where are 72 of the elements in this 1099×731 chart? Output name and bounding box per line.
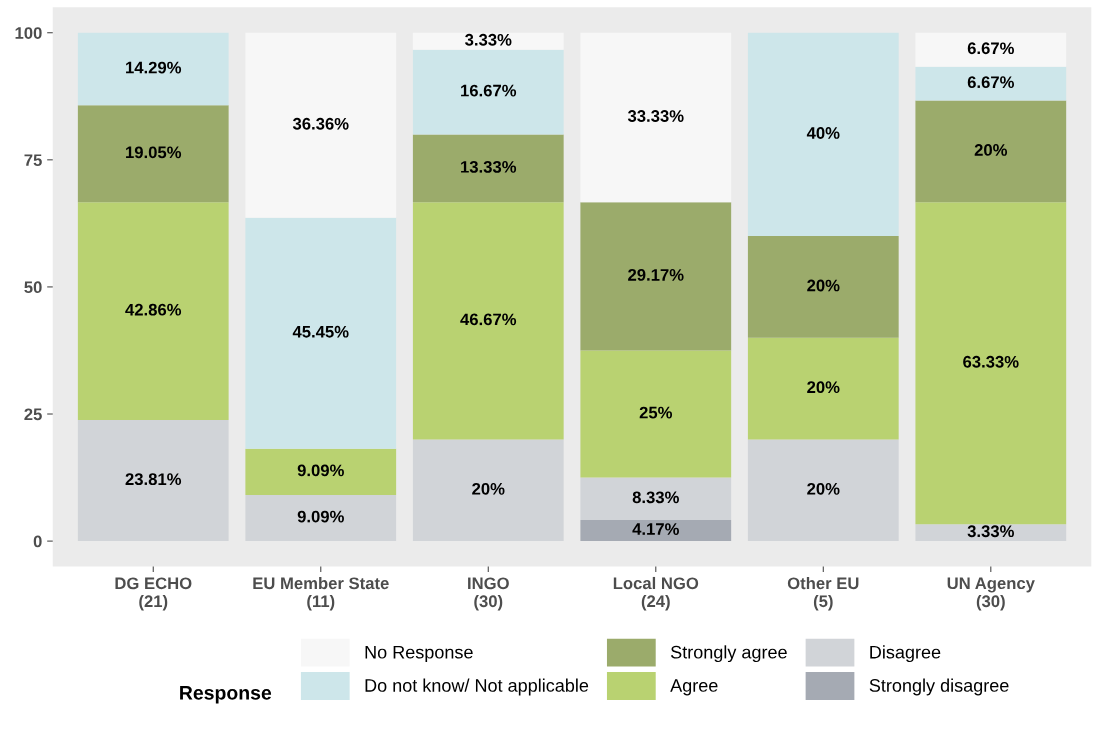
data-label: 23.81% xyxy=(125,473,182,486)
legend-title: Response xyxy=(180,686,272,704)
data-label: 3.33% xyxy=(967,525,1014,538)
x-tick-label: Other EU (5) xyxy=(787,576,859,611)
bar xyxy=(412,202,564,440)
bar xyxy=(915,202,1067,525)
x-tick-label: EU Member State (11) xyxy=(253,576,389,611)
data-label: 33.33% xyxy=(627,110,684,122)
bar xyxy=(747,439,899,542)
x-tick-label: UN Agency (30) xyxy=(947,577,1035,611)
data-label: 25% xyxy=(639,406,673,419)
bar xyxy=(245,32,397,218)
bar xyxy=(245,217,397,449)
y-tick-label: 25 xyxy=(24,408,42,421)
data-label: 29.17% xyxy=(628,268,684,281)
data-label: 6.67% xyxy=(967,76,1014,89)
y-tick-label: 0 xyxy=(33,535,42,548)
x-tick-label: DG ECHO (21) xyxy=(115,577,192,611)
bar xyxy=(580,519,732,542)
data-label: 46.67% xyxy=(460,313,517,326)
bar xyxy=(77,420,229,542)
bar xyxy=(747,337,899,440)
data-label: 9.09% xyxy=(297,510,344,523)
data-label: 63.33% xyxy=(963,355,1019,368)
data-label: 20% xyxy=(974,144,1008,156)
legend-label: Disagree xyxy=(870,645,941,663)
data-label: 40% xyxy=(806,127,840,139)
bar xyxy=(77,202,229,421)
bar xyxy=(412,439,564,542)
data-label: 45.45% xyxy=(292,325,349,338)
legend-label: No Response xyxy=(365,645,473,663)
data-label: 6.67% xyxy=(967,42,1014,55)
bar xyxy=(915,100,1067,203)
bar xyxy=(747,32,899,237)
bar xyxy=(245,494,397,542)
bar xyxy=(915,66,1067,101)
bar xyxy=(580,350,732,478)
x-tick-label: INGO (30) xyxy=(468,577,509,611)
data-label: 14.29% xyxy=(126,61,182,74)
data-label: 9.09% xyxy=(297,464,344,477)
bar xyxy=(77,105,229,203)
bar xyxy=(412,49,564,135)
bar xyxy=(412,134,564,203)
data-label: 13.33% xyxy=(461,160,517,173)
bar xyxy=(747,236,899,338)
bar xyxy=(245,448,397,495)
data-label: 20% xyxy=(807,482,840,495)
legend-label: Strongly disagree xyxy=(869,678,1009,696)
y-tick-label: 75 xyxy=(24,154,42,167)
data-label: 16.67% xyxy=(461,84,517,97)
bar xyxy=(580,32,732,203)
bar xyxy=(915,524,1067,542)
legend-label: Strongly agree xyxy=(670,645,787,663)
bar xyxy=(580,202,732,351)
data-label: 8.33% xyxy=(632,491,679,504)
bar xyxy=(77,32,229,106)
y-tick-label: 50 xyxy=(24,281,42,294)
data-label: 36.36% xyxy=(292,117,349,130)
bar xyxy=(580,477,732,520)
data-label: 3.33% xyxy=(465,33,512,46)
data-label: 20% xyxy=(807,381,840,394)
data-label: 19.05% xyxy=(126,146,182,159)
data-label: 42.86% xyxy=(125,303,182,316)
data-label: 4.17% xyxy=(632,523,679,535)
x-tick-label: Local NGO (24) xyxy=(613,576,699,611)
y-tick-label: 100 xyxy=(15,27,42,39)
bar xyxy=(412,32,564,50)
bar xyxy=(915,32,1067,67)
data-label: 20% xyxy=(807,279,840,292)
legend-label: Do not know/ Not applicable xyxy=(365,678,589,696)
legend-label: Agree xyxy=(670,679,718,696)
data-label: 20% xyxy=(472,482,505,495)
